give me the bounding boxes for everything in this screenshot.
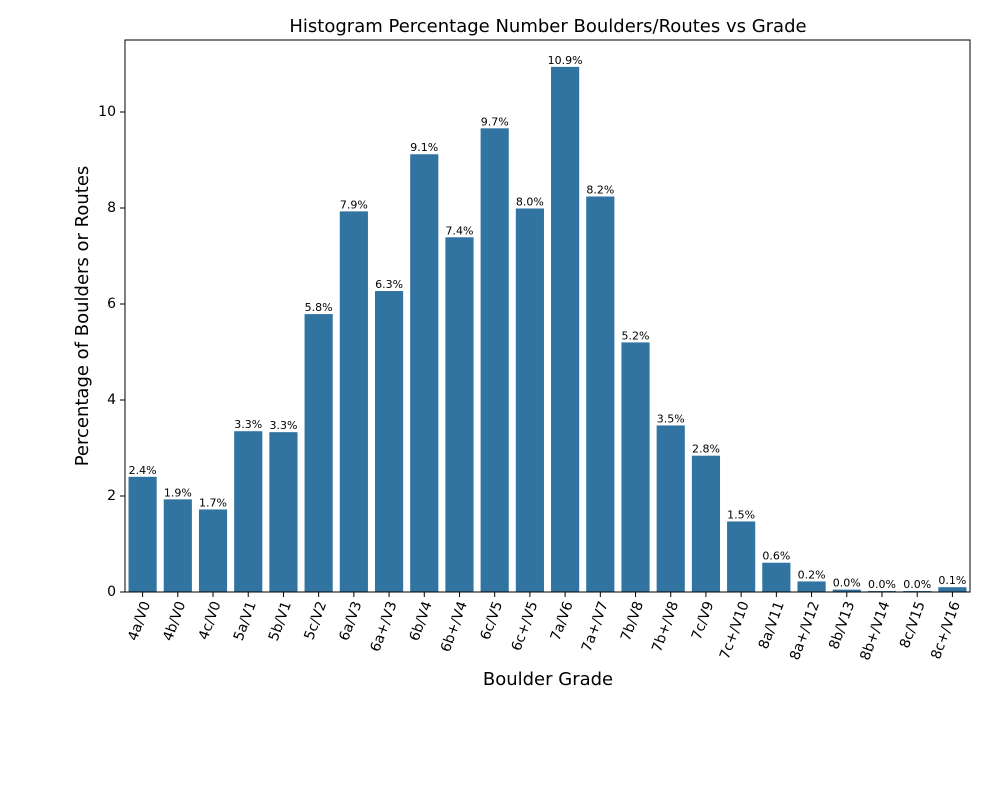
bar-value-label: 1.9% — [164, 486, 192, 499]
x-tick-label: 5a/V1 — [231, 599, 260, 643]
y-tick-label: 10 — [98, 104, 116, 120]
x-tick-label: 8b+/V14 — [857, 599, 893, 662]
bar — [198, 509, 228, 592]
bar — [938, 587, 967, 592]
bar-value-label: 8.0% — [516, 195, 544, 208]
bar — [304, 314, 333, 592]
bar-value-label: 0.0% — [868, 578, 896, 591]
bar — [691, 455, 721, 592]
bar-value-label: 3.5% — [657, 412, 685, 425]
bar-value-label: 2.4% — [129, 464, 157, 477]
y-tick-label: 6 — [107, 296, 116, 312]
x-tick-label: 8a+/V12 — [787, 599, 823, 662]
x-tick-label: 5b/V1 — [266, 599, 295, 643]
bar-value-label: 5.2% — [622, 329, 650, 342]
x-tick-label: 8c+/V16 — [928, 599, 964, 661]
bar — [410, 154, 439, 593]
bar-value-label: 1.7% — [199, 496, 227, 509]
bar-value-label: 7.4% — [446, 224, 474, 237]
bar — [656, 425, 685, 592]
x-tick-label: 6b/V4 — [407, 599, 436, 643]
bar-value-label: 5.8% — [305, 301, 333, 314]
bar-value-label: 0.0% — [833, 577, 861, 590]
plot-frame — [124, 39, 971, 593]
bar — [515, 208, 544, 593]
x-tick-label: 7b+/V8 — [649, 599, 682, 654]
x-tick-label: 7a/V6 — [548, 599, 577, 643]
y-tick-label: 2 — [107, 488, 116, 504]
bar-value-label: 3.3% — [269, 419, 297, 432]
bar — [445, 237, 474, 592]
y-tick-label: 0 — [107, 584, 116, 600]
x-axis-label: Boulder Grade — [483, 669, 613, 690]
bar — [339, 211, 368, 593]
bar — [374, 291, 404, 592]
bar-value-label: 0.1% — [938, 574, 966, 587]
bar-value-label: 3.3% — [234, 418, 262, 431]
bar — [727, 521, 756, 592]
y-tick-label: 8 — [107, 200, 116, 216]
x-tick-label: 6a/V3 — [336, 599, 365, 643]
bar — [234, 431, 263, 592]
bar-value-label: 9.1% — [410, 141, 438, 154]
bar-value-label: 9.7% — [481, 115, 509, 128]
bar-value-label: 7.9% — [340, 198, 368, 211]
x-tick-label: 7b/V8 — [618, 599, 647, 643]
x-tick-label: 6b+/V4 — [438, 599, 471, 654]
x-tick-label: 6a+/V3 — [368, 599, 401, 654]
bar — [480, 128, 509, 592]
bars-group — [128, 66, 967, 593]
bar-value-label: 0.2% — [798, 568, 826, 581]
x-tick-label: 4b/V0 — [160, 599, 189, 643]
bar-value-label: 10.9% — [548, 54, 583, 67]
bar-value-label: 6.3% — [375, 278, 403, 291]
bar — [621, 342, 650, 592]
bar — [762, 562, 791, 592]
x-tick-label: 8c/V15 — [897, 599, 929, 650]
bar — [128, 476, 157, 592]
x-tick-label: 4a/V0 — [125, 599, 154, 643]
x-tick-label: 6c/V5 — [478, 599, 507, 642]
bar-value-label: 8.2% — [586, 183, 614, 196]
bar-value-label: 0.0% — [903, 578, 931, 591]
bar-labels-group: 2.4% 1.9% 1.7% 3.3% 3.3% 5.8% 7.9% 6.3% 9.1% 7.4%… — [129, 54, 967, 591]
bar — [832, 589, 861, 592]
x-tick-label: 6c+/V5 — [509, 599, 542, 653]
y-axis: 0 2 4 6 8 10 — [98, 104, 125, 600]
bar-value-label: 1.5% — [727, 508, 755, 521]
x-tick-label: 7c/V9 — [689, 599, 718, 642]
bar-value-label: 0.6% — [762, 550, 790, 563]
bar — [163, 499, 192, 592]
bar — [551, 66, 580, 592]
x-tick-label: 8a/V11 — [756, 599, 788, 651]
y-tick-label: 4 — [107, 392, 116, 408]
x-tick-label: 7a+/V7 — [579, 599, 612, 654]
chart-title: Histogram Percentage Number Boulders/Rou… — [289, 16, 806, 37]
bar-value-label: 2.8% — [692, 443, 720, 456]
x-axis: 4a/V0 4b/V0 4c/V0 5a/V1 5b/V1 5c/V2 6a/V3 6a+/V… — [125, 592, 964, 663]
x-tick-label: 5c/V2 — [302, 599, 331, 642]
x-tick-label: 7c+/V10 — [717, 599, 753, 661]
bar — [586, 196, 615, 593]
bar — [797, 581, 826, 592]
y-axis-label: Percentage of Boulders or Routes — [72, 166, 93, 467]
bar — [269, 432, 298, 592]
x-tick-label: 4c/V0 — [196, 599, 225, 642]
x-tick-label: 8b/V13 — [826, 599, 858, 651]
